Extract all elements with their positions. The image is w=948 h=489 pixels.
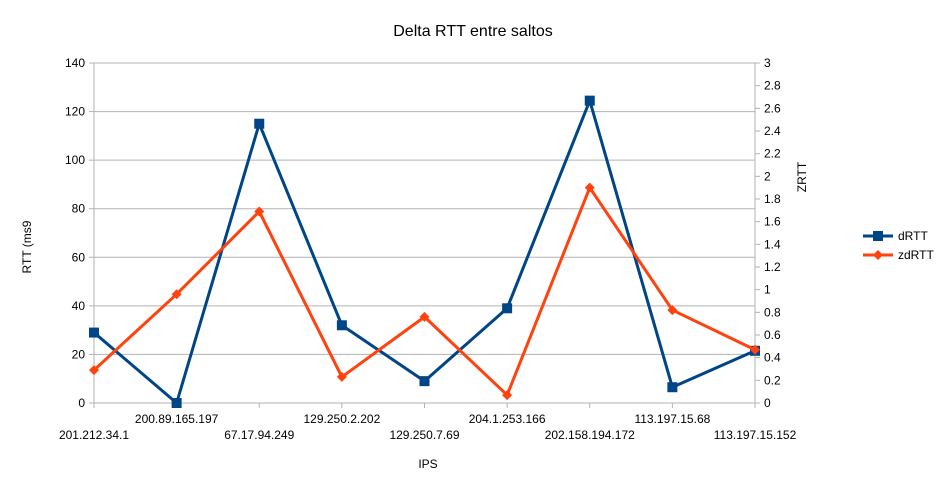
data-point-dRTT xyxy=(667,382,678,393)
chart-title: Delta RTT entre saltos xyxy=(393,23,552,40)
y-tick-label: 0 xyxy=(78,396,85,410)
y2-tick-label: 1.8 xyxy=(764,192,781,206)
y2-tick-label: 1 xyxy=(764,283,771,297)
y2-axis-ticks: 0 0.2 0.4 0.6 0.8 1 1.2 1.4 1.6 1.8 2 2.2 2.4 2.6 2.8 3 xyxy=(764,56,781,410)
data-point-zdRTT xyxy=(750,344,760,355)
data-point-zdRTT xyxy=(89,365,99,376)
y2-tick-label: 1.6 xyxy=(764,215,781,229)
legend-label-dRTT: dRTT xyxy=(898,229,928,243)
series-line-zdRTT xyxy=(92,186,756,397)
data-point-zdRTT xyxy=(254,206,265,217)
y2-tick-label: 0 xyxy=(764,396,771,410)
x-tick-label: 200.89.165.197 xyxy=(135,412,219,426)
legend-label-zdRTT: zdRTT xyxy=(898,248,934,262)
y-tick-label: 100 xyxy=(65,153,85,167)
y-tick-label: 140 xyxy=(65,56,85,70)
y2-tick-label: 1.2 xyxy=(764,260,781,274)
data-point-zdRTT xyxy=(667,305,678,316)
x-tick-label: 204.1.253.166 xyxy=(469,412,546,426)
x-tick-label: 129.250.2.202 xyxy=(304,412,381,426)
x-tick-label: 201.212.34.1 xyxy=(59,428,129,442)
y-axis-label: RTT (ms9 xyxy=(20,220,34,273)
legend-marker-dRTT xyxy=(873,231,883,241)
data-point-dRTT xyxy=(336,320,347,331)
y-tick-label: 120 xyxy=(65,105,85,119)
x-tick-label: 113.197.15.152 xyxy=(714,428,797,442)
y-tick-label: 60 xyxy=(72,250,86,264)
y2-axis-label: ZRTT xyxy=(795,161,809,192)
y2-tick-label: 2.4 xyxy=(764,124,781,138)
y2-tick-label: 2.8 xyxy=(764,79,781,93)
data-point-dRTT xyxy=(254,118,265,129)
data-point-dRTT xyxy=(502,303,513,314)
axes xyxy=(89,62,760,408)
y2-tick-label: 3 xyxy=(764,56,771,70)
x-axis-ticks: 201.212.34.1 200.89.165.197 67.17.94.249 12… xyxy=(59,412,797,442)
y2-tick-label: 2.2 xyxy=(764,147,781,161)
y-tick-label: 40 xyxy=(72,299,86,313)
data-point-dRTT xyxy=(419,376,430,387)
y-tick-label: 20 xyxy=(72,347,86,361)
legend-marker-zdRTT xyxy=(873,250,883,260)
data-point-dRTT xyxy=(171,398,182,408)
y2-tick-label: 2 xyxy=(764,169,771,183)
data-point-zdRTT xyxy=(584,182,595,193)
y2-tick-label: 0.2 xyxy=(764,373,781,387)
y2-tick-label: 0.8 xyxy=(764,305,781,319)
x-tick-label: 67.17.94.249 xyxy=(224,428,294,442)
data-point-zdRTT xyxy=(502,390,513,401)
y2-tick-label: 0.6 xyxy=(764,328,781,342)
y-axis-ticks: 0 20 40 60 80 100 120 140 xyxy=(65,56,85,410)
y-tick-label: 80 xyxy=(72,202,86,216)
y2-tick-label: 0.4 xyxy=(764,351,781,365)
x-tick-label: 202.158.194.172 xyxy=(545,428,635,442)
data-point-dRTT xyxy=(89,327,99,338)
data-point-zdRTT xyxy=(171,289,182,300)
y2-tick-label: 2.6 xyxy=(764,101,781,115)
legend: dRTT zdRTT xyxy=(863,229,934,262)
x-tick-label: 113.197.15.68 xyxy=(634,412,710,426)
data-point-zdRTT xyxy=(336,371,347,382)
series-line-dRTT xyxy=(93,99,756,405)
data-point-dRTT xyxy=(584,95,595,106)
data-point-zdRTT xyxy=(419,311,430,322)
series-layer xyxy=(89,95,760,408)
y2-tick-label: 1.4 xyxy=(764,237,781,251)
x-tick-label: 129.250.7.69 xyxy=(389,428,459,442)
x-axis-label: IPS xyxy=(418,457,437,471)
